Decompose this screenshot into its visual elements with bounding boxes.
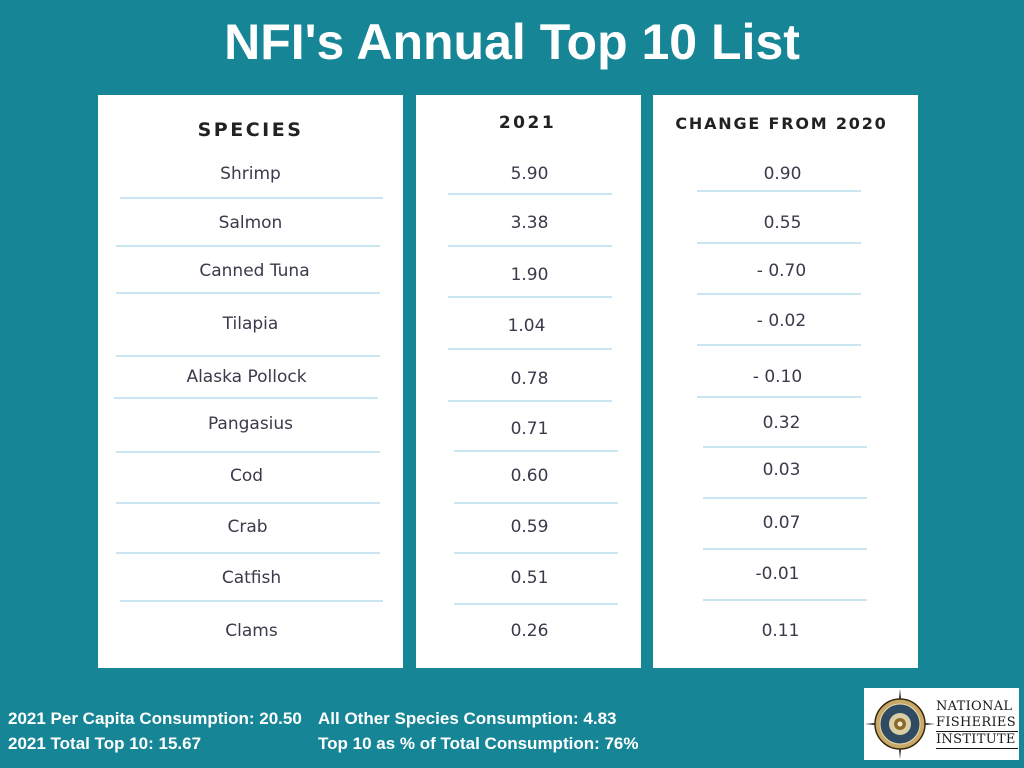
row-divider xyxy=(120,197,383,199)
row-divider xyxy=(697,344,861,346)
change-cell: 0.03 xyxy=(762,460,801,480)
value-cell: 0.71 xyxy=(510,419,549,439)
row-divider xyxy=(454,450,618,452)
change-cell: 0.07 xyxy=(762,513,801,533)
year-header: 2021 xyxy=(498,113,557,133)
species-cell: Canned Tuna xyxy=(199,261,310,281)
change-cell: 0.90 xyxy=(763,164,802,184)
change-cell: - 0.10 xyxy=(752,367,803,387)
value-cell: 1.04 xyxy=(507,316,546,336)
row-divider xyxy=(697,396,861,398)
row-divider xyxy=(703,599,867,601)
change-cell: 0.55 xyxy=(763,213,802,233)
nfi-logo: NATIONAL FISHERIES INSTITUTE xyxy=(864,688,1019,760)
species-cell: Crab xyxy=(227,517,268,537)
row-divider xyxy=(116,355,380,357)
change-cell: -0.01 xyxy=(755,564,800,584)
species-cell: Shrimp xyxy=(220,164,281,184)
row-divider xyxy=(697,242,861,244)
row-divider xyxy=(120,600,383,602)
row-divider xyxy=(703,497,867,499)
species-cell: Pangasius xyxy=(207,414,294,434)
change-cell: - 0.02 xyxy=(756,311,807,331)
row-divider xyxy=(116,292,380,294)
species-cell: Alaska Pollock xyxy=(186,367,307,387)
row-divider xyxy=(448,296,612,298)
other-species-stat: All Other Species Consumption: 4.83 xyxy=(318,709,617,728)
change-cell: - 0.70 xyxy=(756,261,807,281)
change-cell: 0.32 xyxy=(762,413,801,433)
species-cell: Catfish xyxy=(221,568,282,588)
row-divider xyxy=(448,400,612,402)
value-cell: 0.60 xyxy=(510,466,549,486)
change-header: CHANGE FROM 2020 xyxy=(675,114,888,133)
row-divider xyxy=(116,245,380,247)
compass-seal-icon xyxy=(865,689,935,759)
row-divider xyxy=(448,245,612,247)
year-card: 2021 5.90 3.38 1.90 1.04 0.78 0.71 0.60 … xyxy=(416,95,641,668)
logo-line: NATIONAL xyxy=(936,699,1013,714)
species-cell: Salmon xyxy=(218,213,283,233)
value-cell: 0.51 xyxy=(510,568,549,588)
change-card: CHANGE FROM 2020 0.90 0.55 - 0.70 - 0.02… xyxy=(653,95,918,668)
value-cell: 0.78 xyxy=(510,369,549,389)
row-divider xyxy=(114,397,378,399)
row-divider xyxy=(116,451,380,453)
row-divider xyxy=(116,502,380,504)
row-divider xyxy=(454,502,618,504)
logo-line: INSTITUTE xyxy=(936,731,1018,749)
species-header: SPECIES xyxy=(197,119,304,141)
value-cell: 5.90 xyxy=(510,164,549,184)
per-capita-stat: 2021 Per Capita Consumption: 20.50 xyxy=(8,709,302,728)
row-divider xyxy=(703,548,867,550)
value-cell: 0.26 xyxy=(510,621,549,641)
row-divider xyxy=(697,293,861,295)
row-divider xyxy=(116,552,380,554)
row-divider xyxy=(454,552,618,554)
value-cell: 1.90 xyxy=(510,265,549,285)
value-cell: 0.59 xyxy=(510,517,549,537)
value-cell: 3.38 xyxy=(510,213,549,233)
row-divider xyxy=(454,603,618,605)
species-cell: Cod xyxy=(229,466,264,486)
total-top10-stat: 2021 Total Top 10: 15.67 xyxy=(8,734,202,753)
species-cell: Tilapia xyxy=(222,314,279,334)
logo-wordmark: NATIONAL FISHERIES INSTITUTE xyxy=(936,699,1018,749)
change-cell: 0.11 xyxy=(761,621,800,641)
logo-line: FISHERIES xyxy=(936,715,1016,730)
species-card: SPECIES Shrimp Salmon Canned Tuna Tilapi… xyxy=(98,95,403,668)
top10-percent-stat: Top 10 as % of Total Consumption: 76% xyxy=(318,734,639,753)
row-divider xyxy=(448,193,612,195)
species-cell: Clams xyxy=(225,621,278,641)
row-divider xyxy=(448,348,612,350)
row-divider xyxy=(697,190,861,192)
page-title: NFI's Annual Top 10 List xyxy=(224,14,800,70)
row-divider xyxy=(703,446,867,448)
